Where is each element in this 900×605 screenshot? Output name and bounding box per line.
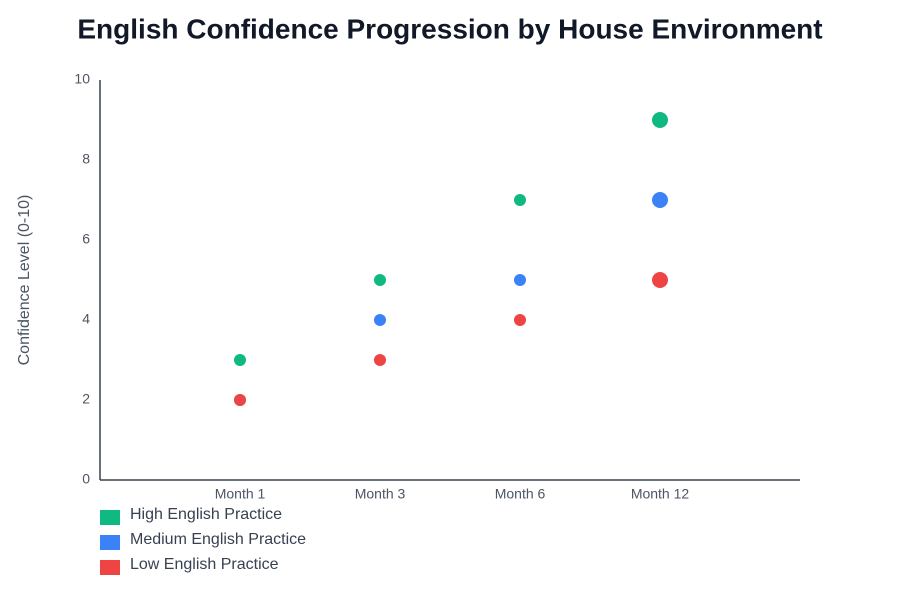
point bbox=[234, 394, 246, 406]
point bbox=[374, 274, 386, 286]
y-tick-label: 4 bbox=[82, 311, 90, 327]
y-tick-label: 0 bbox=[82, 471, 90, 487]
legend-label: Low English Practice bbox=[130, 556, 279, 573]
legend-swatch bbox=[100, 510, 120, 525]
y-axis-label: Confidence Level (0-10) bbox=[16, 195, 33, 366]
legend-swatch bbox=[100, 535, 120, 550]
x-tick-label: Month 3 bbox=[355, 486, 406, 502]
point bbox=[374, 314, 386, 326]
y-tick-label: 2 bbox=[82, 391, 90, 407]
point bbox=[514, 314, 526, 326]
legend-label: Medium English Practice bbox=[130, 531, 306, 548]
point bbox=[652, 192, 668, 208]
point bbox=[514, 194, 526, 206]
point bbox=[374, 354, 386, 366]
x-tick-label: Month 12 bbox=[631, 486, 690, 502]
point bbox=[652, 112, 668, 128]
point bbox=[234, 354, 246, 366]
point bbox=[514, 274, 526, 286]
x-tick-label: Month 6 bbox=[495, 486, 546, 502]
chart-title: English Confidence Progression by House … bbox=[77, 13, 822, 44]
y-tick-label: 6 bbox=[82, 231, 90, 247]
y-tick-label: 10 bbox=[74, 71, 90, 87]
x-tick-label: Month 1 bbox=[215, 486, 266, 502]
point bbox=[652, 272, 668, 288]
legend-label: High English Practice bbox=[130, 506, 282, 523]
y-tick-label: 8 bbox=[82, 151, 90, 167]
legend-swatch bbox=[100, 560, 120, 575]
